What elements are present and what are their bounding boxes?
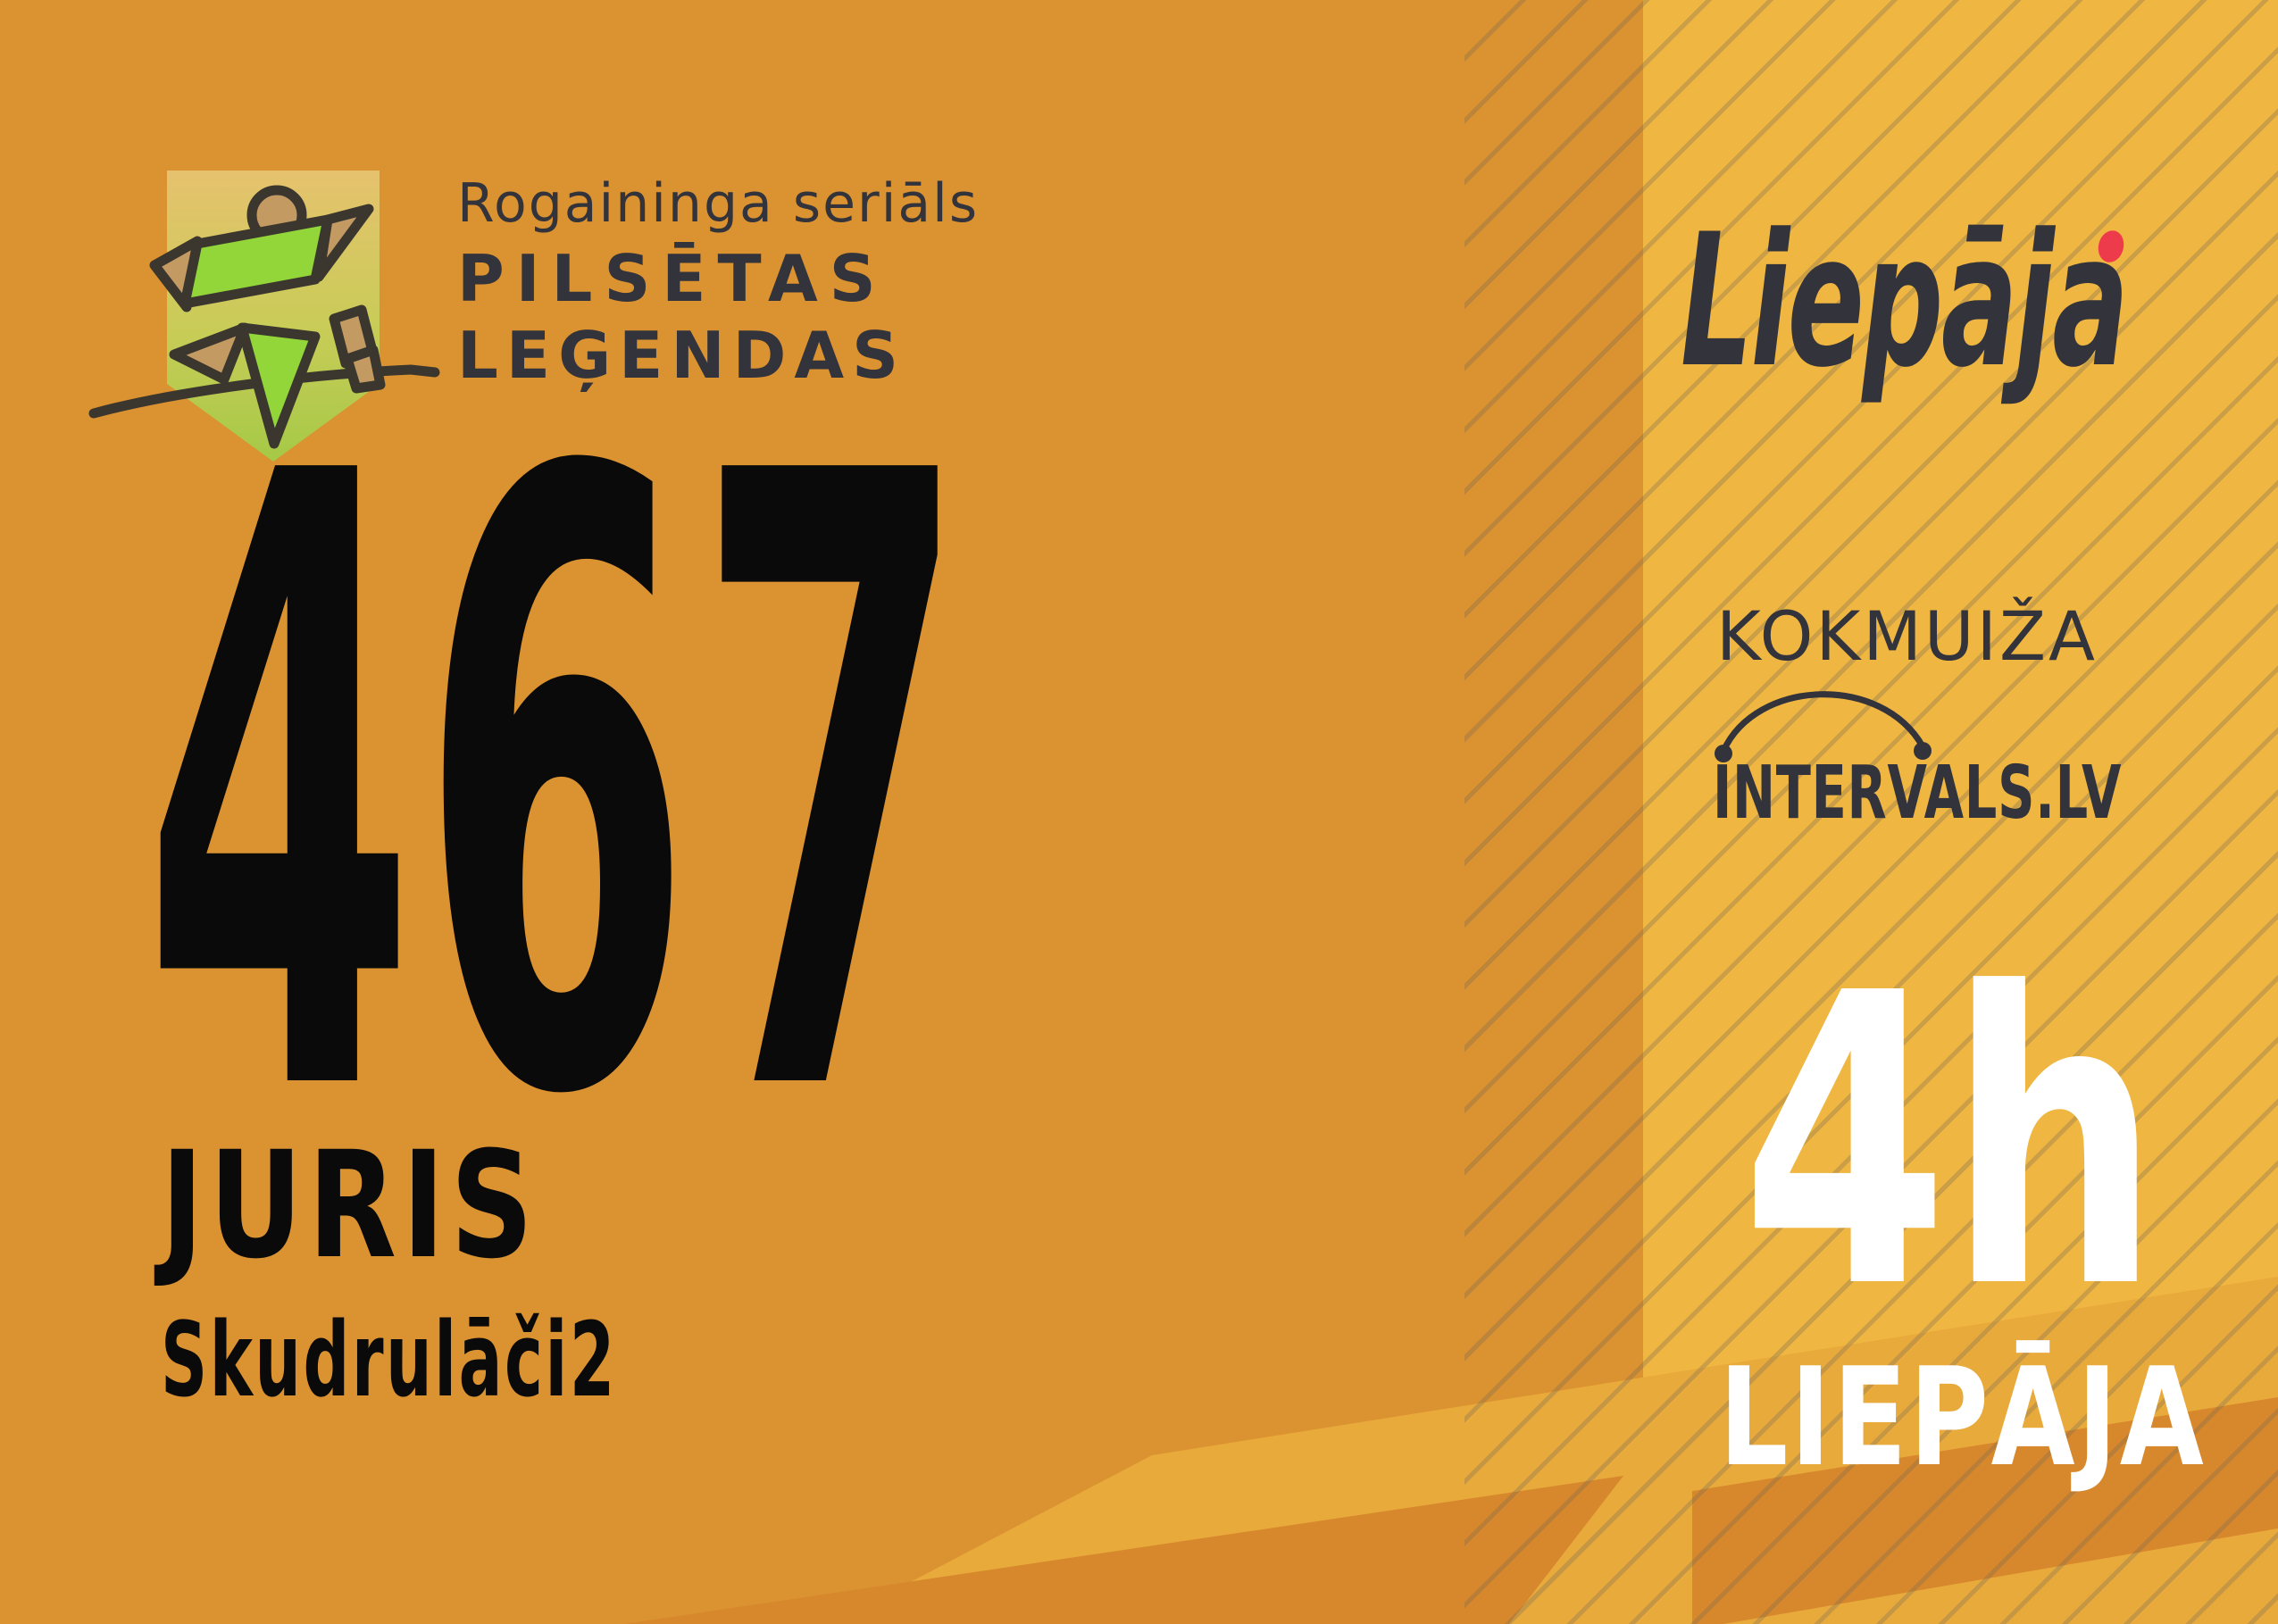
bib-number: 467 — [143, 297, 972, 1279]
series-label: Rogaininga seriāls — [457, 172, 980, 235]
series-title-line2: LEĢENDAS — [457, 318, 906, 393]
sponsor-intervals-label: INTERVALS.LV — [1713, 751, 2123, 836]
liepaja-city-logo: Liepāja — [1681, 196, 2129, 408]
intervals-arc-icon — [1715, 691, 1932, 762]
race-location: LIEPĀJA — [1719, 1338, 2207, 1496]
series-title-line1: PILSĒTAS — [457, 241, 888, 316]
race-duration: 4h — [1741, 909, 2160, 1377]
team-name: Skudrulāči2 — [161, 1301, 617, 1420]
event-logo-shield-runner-icon — [88, 171, 440, 462]
participant-name: JURIS — [161, 1120, 539, 1291]
sponsor-kokmuiza-label: KOKMUIŽA — [1716, 596, 2099, 676]
runner-leg — [237, 322, 321, 449]
